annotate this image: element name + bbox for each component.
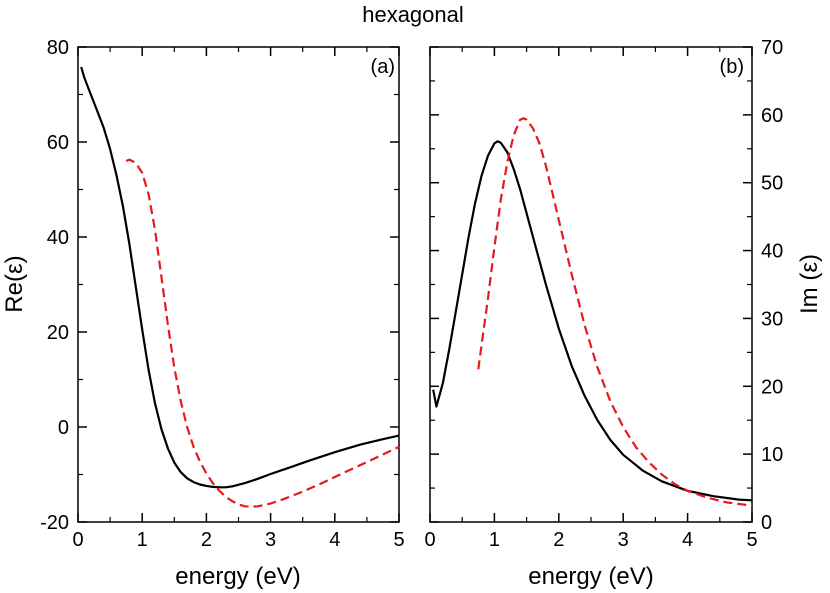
- panel-b-x-axis-title: energy (eV): [528, 563, 653, 590]
- figure-title: hexagonal: [362, 2, 464, 27]
- panel-b-y-tick-label: 0: [761, 512, 772, 534]
- panel-a-y-tick-label: 80: [47, 37, 69, 59]
- panel-b-y-tick-label: 20: [761, 376, 783, 398]
- panel-a-x-tick-label: 1: [137, 529, 148, 551]
- panel-a-x-tick-label: 0: [72, 529, 83, 551]
- panel-a-series: [80, 66, 400, 508]
- panel-b-y-tick-label: 60: [761, 105, 783, 127]
- panel-b-frame: [429, 46, 753, 523]
- panel-b-series-dashed-line: [477, 117, 753, 507]
- panel-a-y-tick-label: 20: [47, 322, 69, 344]
- panel-a-x-tick-label: 3: [265, 529, 276, 551]
- panel-a-x-tick-label: 5: [393, 529, 404, 551]
- panel-b-y-tick-label: 10: [761, 444, 783, 466]
- panel-b-y-tick-label: 30: [761, 308, 783, 330]
- panel-b-x-tick-label: 2: [553, 529, 564, 551]
- panel-b-x-tick-label: 3: [618, 529, 629, 551]
- panel-b-x-tick-label: 1: [489, 529, 500, 551]
- panel-a-frame: [77, 46, 400, 523]
- panel-b-y-axis-title: Im (ε): [796, 254, 823, 314]
- panel-a-series-dashed-line: [125, 158, 400, 508]
- panel-b-x-tick-label: 0: [424, 529, 435, 551]
- panel-a-y-tick-label: 40: [47, 227, 69, 249]
- panel-b-series: [432, 117, 753, 507]
- panel-a-y-tick-label: 60: [47, 132, 69, 154]
- panel-a-y-tick-label: 0: [58, 417, 69, 439]
- panel-a-x-tick-label: 4: [329, 529, 340, 551]
- panel-a-label: (a): [371, 56, 395, 78]
- panel-b-x-tick-label: 4: [682, 529, 693, 551]
- panel-a-y-tick-label: -20: [40, 512, 69, 534]
- panel-b-series-solid-line: [432, 140, 753, 502]
- panel-b-label: (b): [720, 56, 744, 78]
- panel-b-y-tick-label: 40: [761, 241, 783, 263]
- panel-a-x-axis-title: energy (eV): [175, 563, 300, 590]
- panel-a-x-tick-label: 2: [201, 529, 212, 551]
- panel-a-y-axis-title: Re(ε): [1, 255, 28, 312]
- panel-b-y-tick-label: 70: [761, 37, 783, 59]
- panel-b-y-tick-label: 50: [761, 173, 783, 195]
- panel-b-x-tick-label: 5: [746, 529, 757, 551]
- panel-a-series-solid-line: [80, 66, 400, 489]
